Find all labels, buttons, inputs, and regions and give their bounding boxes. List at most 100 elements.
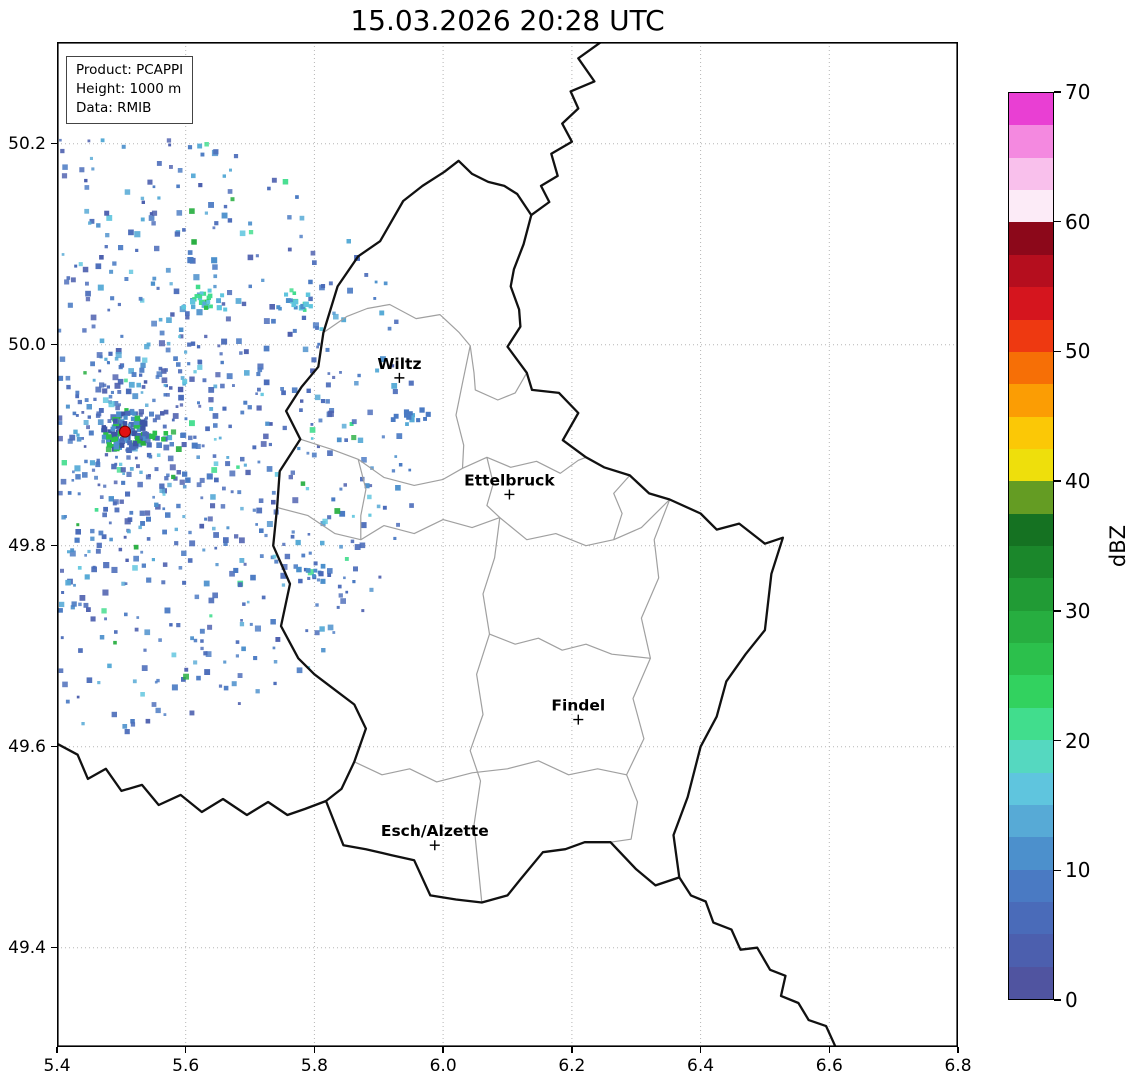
x-tick-label: 5.4 (43, 1056, 71, 1076)
district-border-path (486, 457, 501, 519)
city-marker (504, 489, 515, 500)
colorbar-band (1009, 319, 1053, 352)
x-tick-label: 5.8 (300, 1056, 328, 1076)
x-tick-mark (571, 1047, 573, 1053)
colorbar-tick-mark (1054, 480, 1061, 482)
product-info-box: Product: PCAPPI Height: 1000 m Data: RMI… (66, 56, 194, 125)
colorbar-band (1009, 254, 1053, 288)
colorbar-band (1009, 481, 1053, 514)
x-tick-mark (699, 1047, 702, 1053)
city-label: Findel (551, 697, 605, 715)
y-tick-mark (51, 143, 57, 145)
district-border-path (323, 303, 528, 401)
colorbar-tick-label: 50 (1065, 339, 1091, 364)
city-marker (429, 840, 440, 851)
district-border-layer (276, 303, 671, 903)
x-tick-mark (957, 1047, 959, 1053)
colorbar-band (1009, 707, 1053, 741)
district-border-path (276, 499, 671, 547)
colorbar-band (1009, 125, 1053, 158)
y-tick-mark (51, 947, 57, 949)
radar-echo-layer (57, 138, 431, 735)
x-tick-mark (56, 1047, 58, 1053)
y-tick-mark (51, 746, 57, 748)
colorbar-band (1009, 287, 1053, 320)
x-tick-mark (313, 1047, 316, 1053)
colorbar-band (1009, 934, 1053, 967)
district-border-path (455, 345, 471, 469)
colorbar (1008, 92, 1054, 1000)
border-path-fr_de (678, 876, 837, 1047)
colorbar-tick-mark (1054, 220, 1061, 223)
city-marker (394, 372, 405, 383)
colorbar-tick-mark (1054, 610, 1061, 612)
border-path-luxembourg (272, 159, 785, 904)
colorbar-band (1009, 384, 1053, 417)
y-tick-label: 49.6 (8, 736, 46, 757)
x-tick-mark (442, 1047, 444, 1053)
colorbar-band (1009, 740, 1053, 773)
colorbar-tick-mark (1054, 999, 1061, 1001)
colorbar-tick-label: 10 (1065, 858, 1091, 883)
city-label: Wiltz (377, 355, 421, 373)
x-tick-label: 6.0 (429, 1056, 457, 1076)
colorbar-band (1009, 675, 1053, 708)
figure-title: 15.03.2026 20:28 UTC (350, 4, 665, 37)
district-border-path (610, 499, 671, 843)
colorbar-band (1009, 643, 1053, 676)
x-tick-label: 6.8 (944, 1056, 972, 1076)
info-data-source-line: Data: RMIB (76, 100, 152, 117)
colorbar-tick-label: 40 (1065, 469, 1091, 494)
colorbar-band (1009, 610, 1053, 644)
colorbar-tick-mark (1054, 350, 1061, 353)
colorbar-tick-mark (1054, 739, 1061, 742)
y-tick-label: 49.4 (8, 937, 46, 958)
colorbar-band (1009, 837, 1053, 870)
x-tick-mark (828, 1047, 830, 1053)
x-tick-mark (185, 1047, 187, 1053)
district-border-path (469, 517, 501, 903)
y-tick-label: 50.0 (8, 334, 46, 355)
district-border-path (354, 760, 627, 783)
y-tick-label: 49.8 (8, 535, 46, 556)
city-layer: Wiltz Ettelbruck Findel Esch/Alzette (377, 355, 605, 851)
colorbar-tick-label: 20 (1065, 728, 1091, 753)
colorbar-band (1009, 901, 1053, 935)
colorbar-band (1009, 157, 1053, 191)
colorbar-tick-label: 70 (1065, 80, 1091, 104)
country-border-layer (57, 42, 837, 1047)
colorbar-band (1009, 190, 1053, 223)
colorbar-band (1009, 578, 1053, 611)
y-tick-label: 50.2 (8, 133, 46, 154)
info-product-line: Product: PCAPPI (76, 62, 184, 78)
city-label: Ettelbruck (464, 472, 555, 490)
colorbar-tick-label: 0 (1065, 988, 1078, 1012)
colorbar-tick-mark (1054, 91, 1061, 93)
colorbar-band (1009, 546, 1053, 579)
colorbar-unit-label: dBZ (1106, 524, 1130, 568)
colorbar-band (1009, 804, 1053, 838)
district-border-path (489, 633, 651, 659)
colorbar-band (1009, 351, 1053, 385)
x-tick-label: 6.2 (558, 1056, 586, 1076)
x-tick-label: 6.6 (815, 1056, 843, 1076)
border-path-fr_be (57, 742, 327, 817)
x-tick-label: 6.4 (687, 1056, 715, 1076)
city-marker (573, 714, 584, 725)
colorbar-band (1009, 966, 1053, 1000)
plot-frame (57, 42, 958, 1047)
colorbar-band (1009, 869, 1053, 902)
colorbar-band (1009, 448, 1053, 482)
colorbar-tick-label: 60 (1065, 209, 1091, 234)
district-border-path (357, 459, 367, 540)
colorbar-band (1009, 222, 1053, 255)
border-path-be_de (530, 42, 602, 217)
colorbar-tick-label: 30 (1065, 598, 1091, 623)
colorbar-tick-mark (1054, 869, 1061, 872)
radar-map-canvas: Wiltz Ettelbruck Findel Esch/Alzette (57, 42, 958, 1047)
radar-site-marker (119, 425, 131, 438)
x-tick-label: 5.6 (172, 1056, 200, 1076)
district-border-path (613, 474, 631, 540)
y-tick-mark (51, 545, 57, 547)
